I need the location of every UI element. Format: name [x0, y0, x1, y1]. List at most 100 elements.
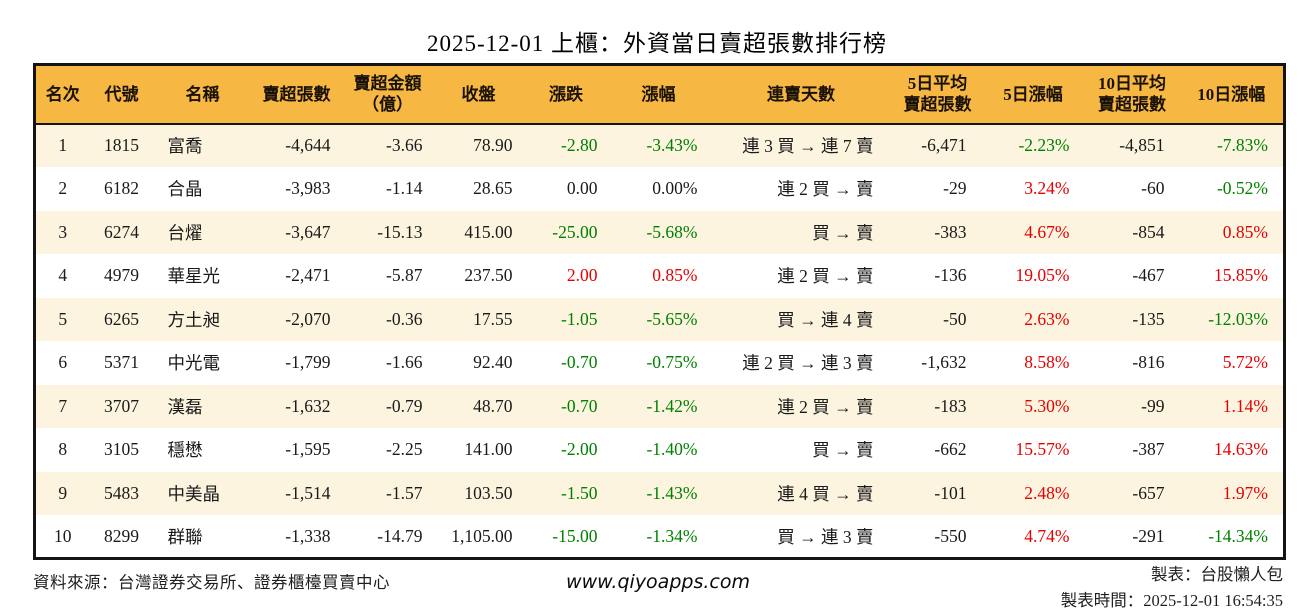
- cell-rank: 3: [58, 221, 68, 242]
- cell-close: 141.00: [464, 439, 513, 460]
- cell-change-pct: 0.85%: [652, 265, 698, 286]
- cell-pct5: 4.67%: [1024, 221, 1070, 242]
- cell-change: -2.00: [561, 439, 598, 460]
- cell-change-pct: -5.68%: [646, 221, 698, 242]
- cell-change-pct: -1.43%: [646, 482, 698, 503]
- cell-code: 6274: [104, 221, 139, 242]
- cell-name: 中光電: [167, 353, 221, 374]
- cell-rank: 1: [58, 135, 68, 156]
- cell-code: 5483: [104, 482, 139, 503]
- table-row: 8 3105 穩懋 -1,595 -2.25 141.00 -2.00 -1.40% 買 → 賣…: [34, 428, 1285, 472]
- cell-pct5: 2.48%: [1024, 482, 1070, 503]
- cell-change-pct: -1.34%: [646, 525, 698, 546]
- cell-avg5: -50: [943, 308, 967, 329]
- cell-code: 3707: [104, 395, 139, 416]
- page-title: 2025-12-01 上櫃：外資當日賣超張數排行榜: [426, 31, 888, 56]
- cell-avg10: -135: [1132, 308, 1165, 329]
- cell-amount: -5.87: [386, 265, 423, 286]
- cell-rank: 9: [58, 482, 68, 503]
- cell-close: 415.00: [464, 221, 513, 242]
- cell-avg10: -4,851: [1119, 135, 1165, 156]
- cell-amount: -1.14: [386, 178, 423, 199]
- cell-rank: 4: [58, 265, 68, 286]
- cell-code: 3105: [104, 439, 139, 460]
- cell-avg10: -854: [1132, 221, 1165, 242]
- column-header-4: 賣超金額 （億）: [341, 64, 434, 125]
- table-row: 9 5483 中美晶 -1,514 -1.57 103.50 -1.50 -1.43% 連 4 …: [34, 471, 1285, 515]
- cell-name: 中美晶: [167, 483, 221, 504]
- cell-name: 漢磊: [167, 396, 203, 417]
- cell-pct5: 15.57%: [1015, 439, 1070, 460]
- cell-avg5: -1,632: [921, 352, 967, 373]
- cell-avg5: -101: [934, 482, 967, 503]
- cell-streak: 買 → 連 3 賣: [777, 526, 874, 547]
- cell-close: 78.90: [473, 135, 513, 156]
- cell-code: 4979: [104, 265, 139, 286]
- cell-amount: -3.66: [386, 135, 423, 156]
- cell-streak: 連 2 買 → 賣: [777, 266, 874, 287]
- cell-amount: -1.66: [386, 352, 423, 373]
- cell-pct5: 2.63%: [1024, 308, 1070, 329]
- table-row: 3 6274 台燿 -3,647 -15.13 415.00 -25.00 -5.68% 買 →…: [34, 210, 1285, 254]
- cell-rank: 6: [58, 352, 68, 373]
- cell-pct5: 5.30%: [1024, 395, 1070, 416]
- cell-change: -0.70: [561, 352, 598, 373]
- cell-pct10: 0.85%: [1222, 221, 1268, 242]
- cell-avg10: -60: [1141, 178, 1165, 199]
- cell-close: 28.65: [473, 178, 513, 199]
- cell-amount: -1.57: [386, 482, 423, 503]
- cell-change: -0.70: [561, 395, 598, 416]
- cell-change: 0.00: [566, 178, 598, 199]
- table-header: 名次 代號 名稱 賣超張數 賣超金額 （億） 收盤 漲跌 漲幅 連賣天數 5日平均 賣超張數 5日漲…: [34, 64, 1285, 125]
- cell-name: 方土昶: [167, 309, 221, 330]
- cell-pct10: 5.72%: [1222, 352, 1268, 373]
- cell-amount: -0.79: [386, 395, 423, 416]
- cell-change-pct: -3.43%: [646, 135, 698, 156]
- cell-change-pct: -1.40%: [646, 439, 698, 460]
- cell-code: 1815: [104, 135, 139, 156]
- cell-avg10: -816: [1132, 352, 1165, 373]
- cell-streak: 連 3 買 → 連 7 賣: [742, 136, 874, 157]
- cell-pct10: -7.83%: [1216, 135, 1268, 156]
- data-source-note: 資料來源：台灣證券交易所、證券櫃檯買賣中心: [33, 573, 390, 592]
- cell-streak: 連 2 買 → 連 3 賣: [742, 353, 874, 374]
- cell-change-pct: 0.00%: [652, 178, 698, 199]
- website-label: www.qiyoapps.com: [566, 571, 750, 593]
- table-row: 4 4979 華星光 -2,471 -5.87 237.50 2.00 0.85% 連 2 買 …: [34, 254, 1285, 298]
- column-header-2: 名稱: [153, 64, 252, 125]
- cell-change: -15.00: [552, 525, 598, 546]
- column-header-0: 名次: [34, 64, 90, 125]
- cell-avg10: -657: [1132, 482, 1165, 503]
- cell-avg10: -467: [1132, 265, 1165, 286]
- cell-code: 5371: [104, 352, 139, 373]
- table-row: 7 3707 漢磊 -1,632 -0.79 48.70 -0.70 -1.42% 連 2 買 …: [34, 384, 1285, 428]
- cell-pct5: 8.58%: [1024, 352, 1070, 373]
- cell-avg5: -550: [934, 525, 967, 546]
- column-header-8: 連賣天數: [708, 64, 894, 125]
- credit-block: 製表：台股懶人包 製表時間：2025-12-01 16:54:35: [750, 562, 1283, 612]
- cell-close: 48.70: [473, 395, 513, 416]
- cell-name: 群聯: [167, 526, 203, 547]
- cell-pct5: 19.05%: [1015, 265, 1070, 286]
- ranking-table: 名次 代號 名稱 賣超張數 賣超金額 （億） 收盤 漲跌 漲幅 連賣天數 5日平均 賣超張數 5日漲…: [33, 63, 1286, 560]
- table-body: 1 1815 富喬 -4,644 -3.66 78.90 -2.80 -3.43% 連 3 買 …: [34, 123, 1285, 559]
- cell-amount: -15.13: [377, 221, 423, 242]
- cell-net-sell: -1,799: [285, 352, 331, 373]
- cell-pct10: 15.85%: [1214, 265, 1268, 286]
- cell-pct5: 3.24%: [1024, 178, 1070, 199]
- cell-rank: 8: [58, 439, 68, 460]
- cell-rank: 7: [58, 395, 68, 416]
- cell-close: 92.40: [473, 352, 513, 373]
- timestamp-label: 製表時間：2025-12-01 16:54:35: [1060, 590, 1283, 610]
- cell-pct10: -12.03%: [1208, 308, 1268, 329]
- cell-net-sell: -1,514: [285, 482, 331, 503]
- cell-avg5: -383: [934, 221, 967, 242]
- cell-close: 17.55: [473, 308, 513, 329]
- cell-code: 6182: [104, 178, 139, 199]
- header-row: 名次 代號 名稱 賣超張數 賣超金額 （億） 收盤 漲跌 漲幅 連賣天數 5日平均 賣超張數 5日漲…: [34, 64, 1285, 125]
- cell-pct10: 1.97%: [1222, 482, 1268, 503]
- cell-streak: 連 4 買 → 賣: [777, 483, 874, 504]
- cell-close: 1,105.00: [451, 525, 513, 546]
- cell-pct10: -14.34%: [1208, 525, 1268, 546]
